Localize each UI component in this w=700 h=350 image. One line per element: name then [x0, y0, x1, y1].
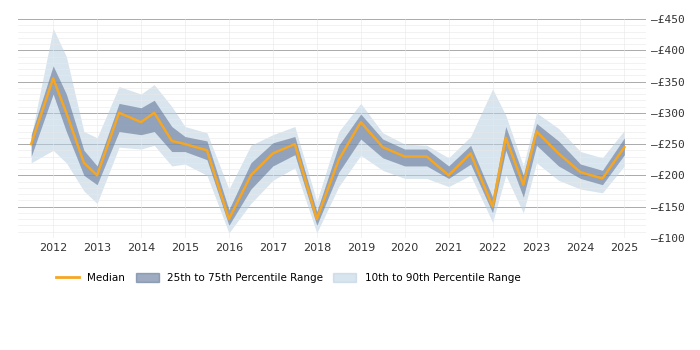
Legend: Median, 25th to 75th Percentile Range, 10th to 90th Percentile Range: Median, 25th to 75th Percentile Range, 1… — [52, 269, 524, 287]
